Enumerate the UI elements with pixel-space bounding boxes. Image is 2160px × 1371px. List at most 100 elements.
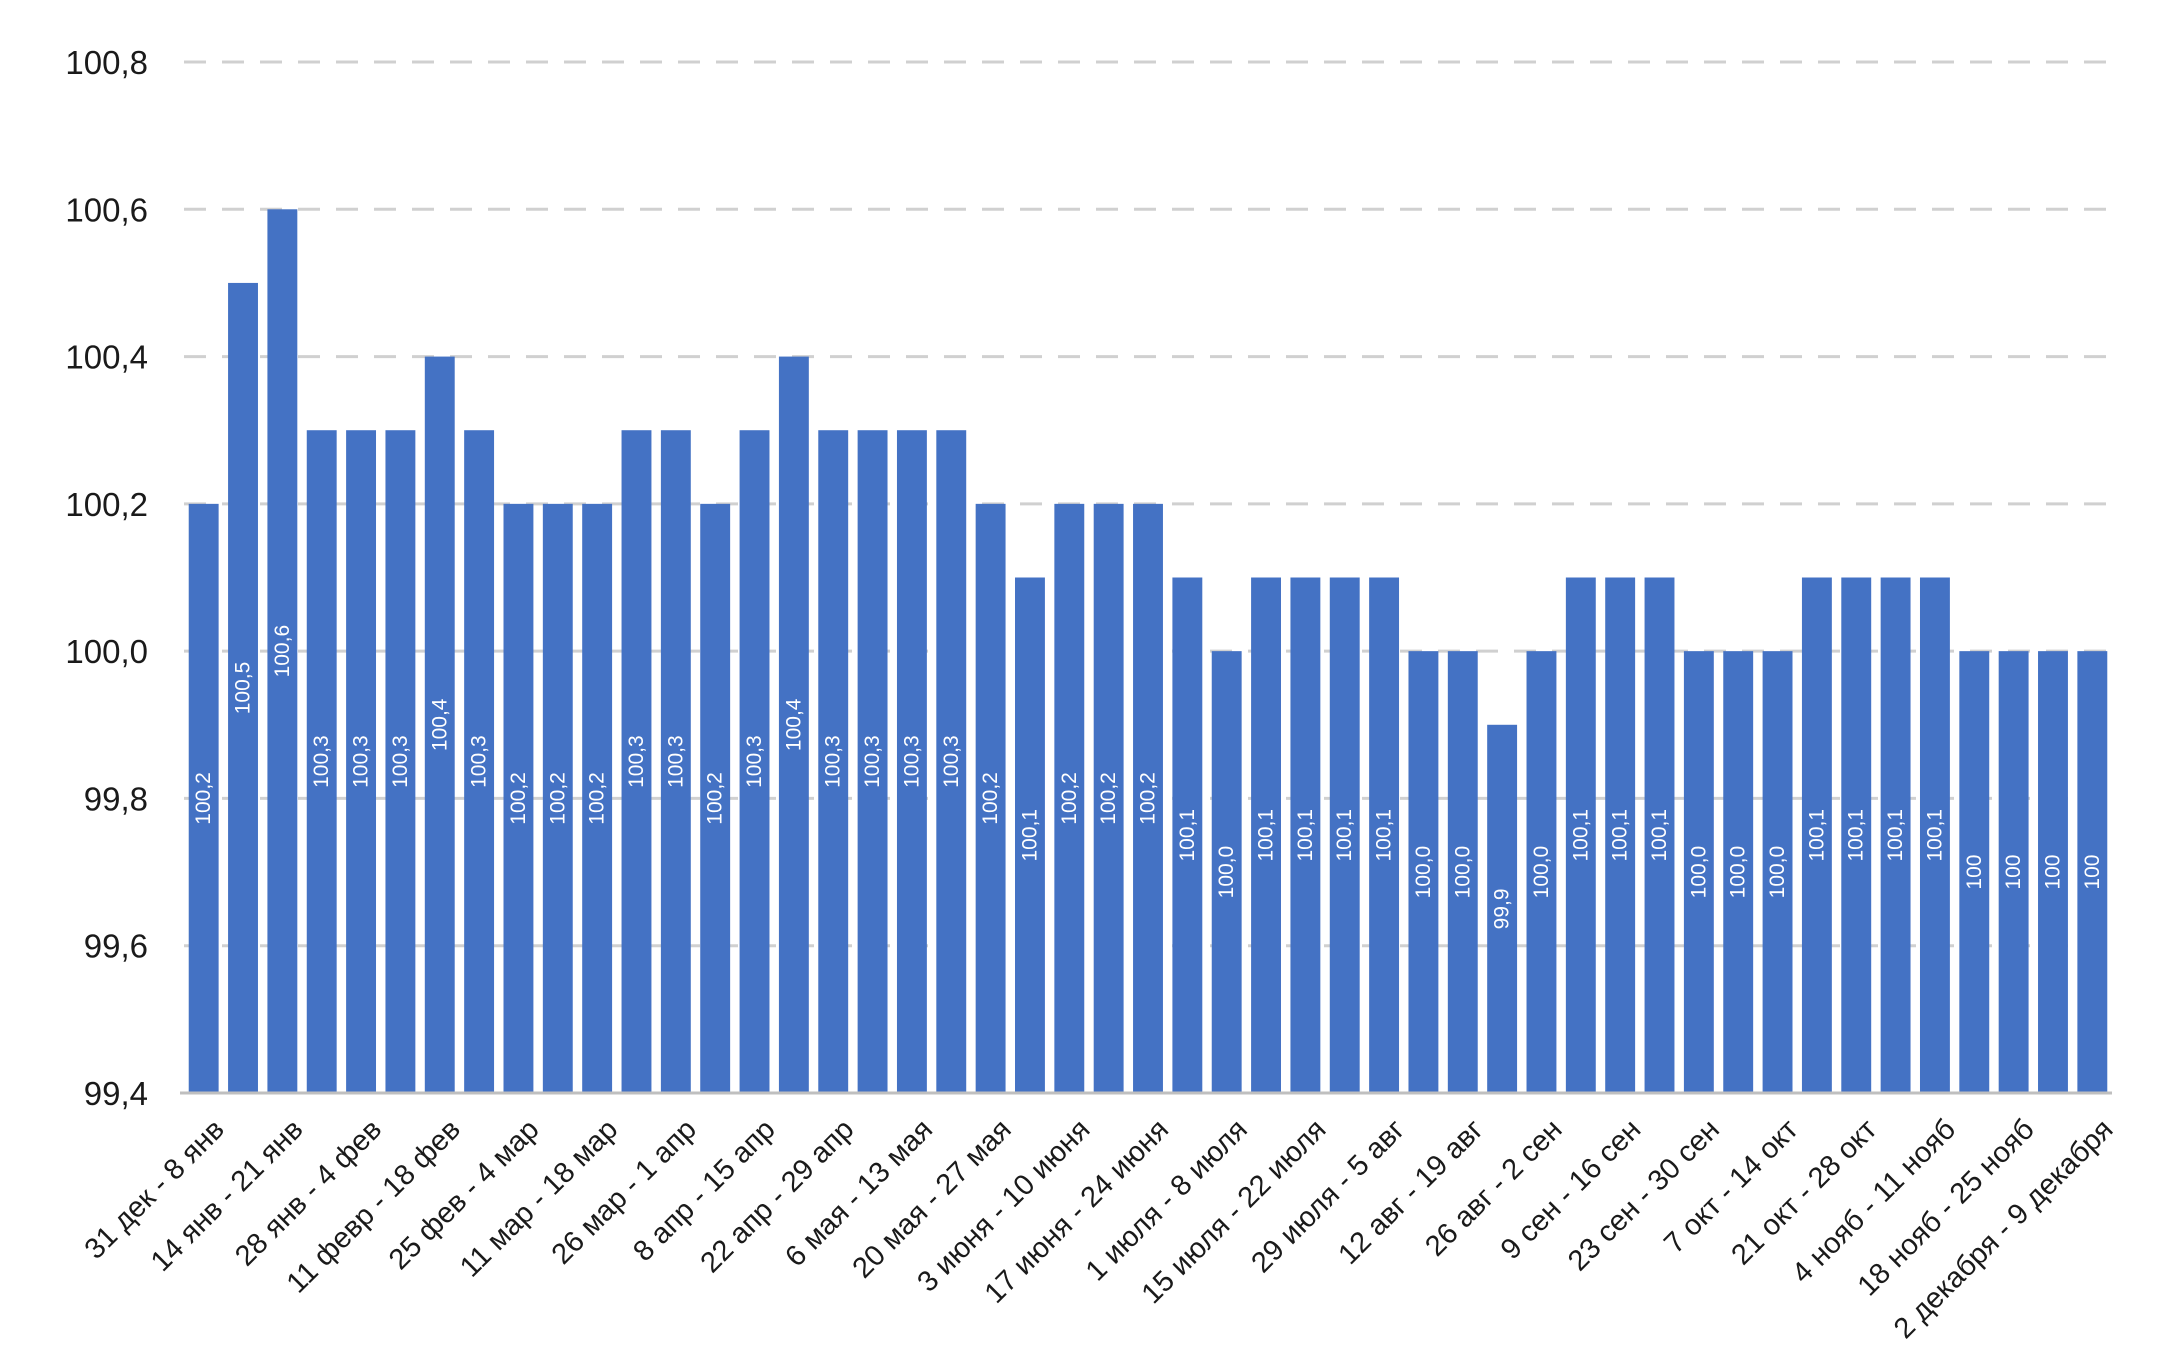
data-label: 100,0	[1215, 846, 1238, 899]
bar	[464, 430, 495, 1093]
x-category-label: 8 апр - 15 апр	[627, 1113, 781, 1267]
data-label: 100,1	[1176, 809, 1199, 862]
data-label: 100,1	[1294, 809, 1317, 862]
data-label: 100,1	[1923, 809, 1946, 862]
data-label: 100,1	[1018, 809, 1041, 862]
bar	[306, 430, 337, 1093]
data-label: 100,3	[743, 735, 766, 788]
data-label: 100,1	[1805, 809, 1828, 862]
data-label: 100,2	[1058, 772, 1081, 825]
bar	[346, 430, 377, 1093]
bar	[621, 430, 652, 1093]
y-tick-label: 100,8	[65, 44, 148, 81]
bar	[1093, 503, 1124, 1093]
bar	[1565, 577, 1596, 1093]
bar	[1447, 651, 1478, 1093]
data-label: 100,2	[192, 772, 215, 825]
data-label: 100,2	[507, 772, 530, 825]
bar	[1172, 577, 1203, 1093]
bar	[1801, 577, 1832, 1093]
bar	[1605, 577, 1636, 1093]
bar	[857, 430, 888, 1093]
bar	[1251, 577, 1281, 1093]
bar	[1526, 651, 1557, 1093]
data-label: 100,4	[428, 698, 451, 751]
bar	[1133, 503, 1163, 1093]
data-label: 100,0	[1687, 846, 1710, 899]
bar	[778, 356, 809, 1094]
y-axis-ticks: 99,4 99,6 99,8 100,0 100,2 100,4 100,6 100,8	[65, 44, 148, 1112]
bar	[1959, 651, 1990, 1093]
data-label: 100,4	[782, 698, 805, 751]
y-tick-label: 99,4	[84, 1075, 148, 1112]
y-tick-label: 99,8	[84, 780, 148, 817]
bar	[1408, 651, 1439, 1093]
bar	[896, 430, 927, 1093]
bar	[424, 356, 455, 1094]
data-label: 100,6	[271, 625, 294, 678]
bar	[1369, 577, 1400, 1093]
data-label: 100,0	[1412, 846, 1435, 899]
bar	[1919, 577, 1950, 1093]
data-label: 100,3	[822, 735, 845, 788]
bar	[1683, 651, 1714, 1093]
bar	[228, 282, 258, 1093]
data-label: 100,5	[232, 662, 255, 715]
bar	[1487, 724, 1518, 1093]
data-label: 100,3	[350, 735, 373, 788]
bar	[1290, 577, 1321, 1093]
data-label: 100,1	[1845, 809, 1868, 862]
data-label: 100,1	[1255, 809, 1278, 862]
bar	[975, 503, 1006, 1093]
y-tick-label: 100,0	[65, 633, 148, 670]
y-tick-label: 100,2	[65, 486, 148, 523]
data-label: 100,2	[1137, 772, 1160, 825]
bar	[1998, 651, 2029, 1093]
data-label: 100,1	[1609, 809, 1632, 862]
data-label: 100,1	[1648, 809, 1671, 862]
data-label: 100,2	[979, 772, 1002, 825]
bar	[503, 503, 534, 1093]
data-label: 100,0	[1451, 846, 1474, 899]
data-label: 99,9	[1491, 888, 1514, 929]
bar	[2077, 651, 2108, 1093]
data-label: 100,3	[664, 735, 687, 788]
data-label: 100,3	[389, 735, 412, 788]
bar	[739, 430, 770, 1093]
bars: 100,2 100,5 100,6 100,3 100,3 100,3 100,4 100,3…	[188, 209, 2108, 1094]
y-tick-label: 99,6	[84, 928, 148, 965]
bar	[542, 503, 573, 1093]
data-label: 100,3	[940, 735, 963, 788]
y-tick-label: 100,4	[65, 339, 148, 376]
data-label: 100,1	[1884, 809, 1907, 862]
data-label: 100,0	[1727, 846, 1750, 899]
bar	[1054, 503, 1085, 1093]
data-label: 100,0	[1766, 846, 1789, 899]
data-label: 100	[2002, 855, 2025, 890]
bar	[1211, 651, 1242, 1093]
bar	[1880, 577, 1911, 1093]
data-label: 100,1	[1333, 809, 1356, 862]
data-label: 100,2	[546, 772, 569, 825]
data-label: 100	[2041, 855, 2064, 890]
data-label: 100,3	[468, 735, 491, 788]
bar	[818, 430, 849, 1093]
bar	[1841, 577, 1872, 1093]
data-label: 100	[2081, 855, 2104, 890]
x-category-label: 26 авг - 2 сен	[1419, 1113, 1568, 1262]
bar	[188, 503, 219, 1093]
data-label: 100,2	[586, 772, 609, 825]
data-label: 100,0	[1530, 846, 1553, 899]
bar	[267, 209, 298, 1094]
bar	[936, 430, 967, 1093]
data-label: 100,3	[310, 735, 333, 788]
bar	[1015, 577, 1045, 1093]
bar	[700, 503, 731, 1093]
data-label: 100	[1963, 855, 1986, 890]
data-label: 100,1	[1569, 809, 1592, 862]
data-label: 100,3	[861, 735, 884, 788]
bar	[1762, 651, 1793, 1093]
bar	[1329, 577, 1360, 1093]
